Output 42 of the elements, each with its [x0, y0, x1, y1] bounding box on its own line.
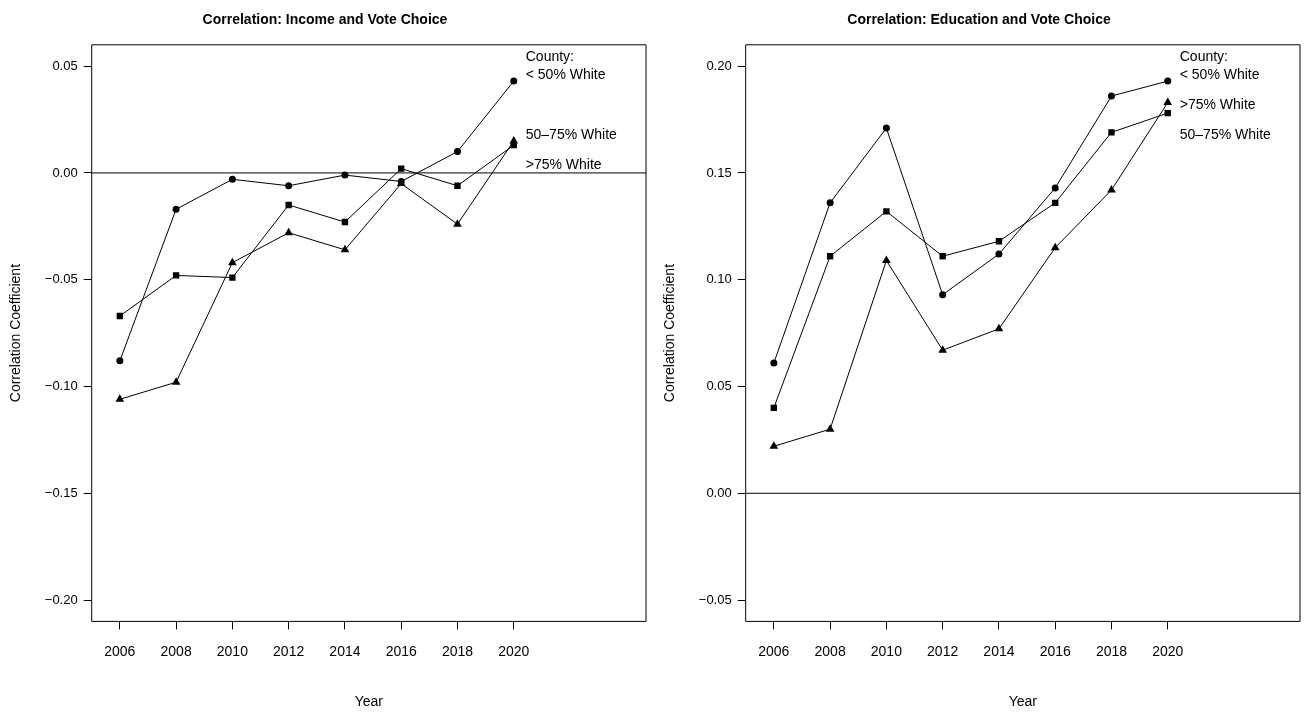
y-tick-label: 0.05	[52, 57, 78, 73]
x-tick-label: 2020	[1152, 642, 1184, 659]
x-tick-label: 2014	[983, 642, 1015, 659]
x-tick-label: 2006	[104, 642, 136, 659]
y-tick-label: 0.00	[52, 164, 78, 180]
y-axis-title: Correlation Coefficient	[7, 263, 24, 403]
series-label: < 50% White	[525, 65, 606, 82]
legend-title: County:	[525, 47, 574, 64]
x-tick-label: 2020	[498, 642, 530, 659]
y-tick-label: 0.10	[706, 271, 732, 287]
y-tick-label: −0.05	[44, 271, 78, 287]
x-axis-title: Year	[354, 693, 384, 710]
y-tick-label: 0.00	[706, 484, 732, 500]
x-tick-label: 2008	[814, 642, 846, 659]
x-tick-label: 2008	[160, 642, 192, 659]
y-axis-title: Correlation Coefficient	[661, 263, 678, 403]
x-tick-label: 2014	[329, 642, 361, 659]
x-tick-label: 2006	[758, 642, 790, 659]
chart-title: Correlation: Income and Vote Choice	[202, 11, 448, 28]
series-label: >75% White	[1179, 95, 1256, 112]
x-tick-label: 2018	[441, 642, 474, 659]
series-label: 50–75% White	[1179, 125, 1272, 142]
series-label: 50–75% White	[525, 125, 618, 142]
y-tick-label: 0.20	[706, 57, 732, 73]
x-tick-label: 2016	[1039, 642, 1071, 659]
y-tick-label: 0.15	[706, 164, 732, 180]
x-tick-label: 2012	[273, 642, 305, 659]
x-tick-label: 2018	[1095, 642, 1128, 659]
series-label: < 50% White	[1179, 65, 1260, 82]
x-tick-label: 2016	[385, 642, 417, 659]
x-tick-label: 2010	[216, 642, 249, 659]
x-axis-title: Year	[1008, 693, 1038, 710]
x-tick-label: 2010	[870, 642, 903, 659]
x-tick-label: 2012	[927, 642, 959, 659]
chart-title: Correlation: Education and Vote Choice	[847, 11, 1111, 28]
legend-title: County:	[1179, 47, 1228, 64]
y-tick-label: −0.20	[44, 591, 78, 607]
y-tick-label: 0.05	[706, 378, 732, 394]
y-tick-label: −0.15	[44, 484, 78, 500]
series-label: >75% White	[525, 155, 602, 172]
y-tick-label: −0.10	[44, 378, 78, 394]
y-tick-label: −0.05	[698, 591, 732, 607]
